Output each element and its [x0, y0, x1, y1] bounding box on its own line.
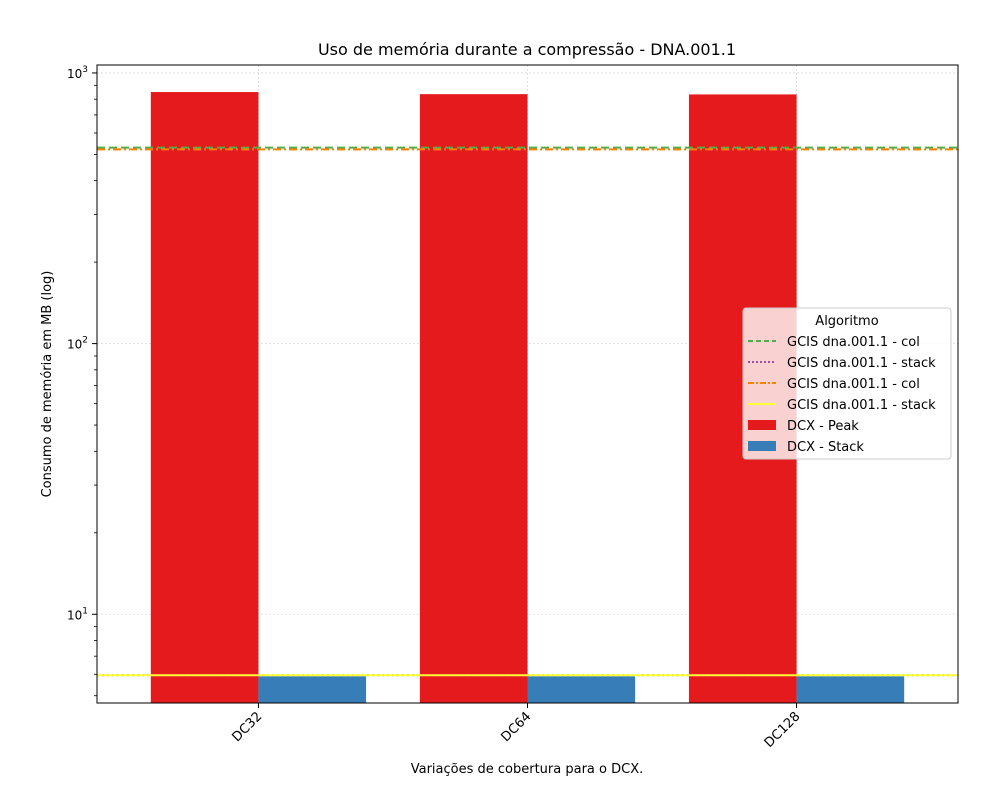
reference-lines-layer	[97, 146, 958, 677]
legend-label: GCIS dna.001.1 - stack	[787, 356, 936, 371]
legend-box	[742, 307, 952, 460]
legend: Algoritmo GCIS dna.001.1 - col GCIS dna.00…	[742, 307, 952, 460]
legend-label: DCX - Stack	[787, 440, 864, 455]
bar-dcx-peak-dc64	[419, 94, 528, 703]
x-axis-label: Variações de cobertura para o DCX.	[411, 762, 644, 777]
legend-label: DCX - Peak	[787, 419, 859, 434]
legend-bar-swatch	[748, 441, 776, 451]
bar-dcx-stack-dc128	[796, 676, 905, 703]
y-tick-label: 101	[67, 606, 88, 622]
legend-bar-swatch	[748, 420, 776, 430]
chart-title: Uso de memória durante a compressão - DN…	[318, 40, 736, 59]
legend-label: GCIS dna.001.1 - col	[787, 335, 920, 350]
y-tick-label: 102	[67, 336, 88, 352]
legend-label: GCIS dna.001.1 - stack	[787, 398, 936, 413]
legend-label: GCIS dna.001.1 - col	[787, 377, 920, 392]
y-axis-label: Consumo de memória em MB (log)	[40, 271, 55, 498]
legend-title: Algoritmo	[815, 314, 878, 329]
bar-dcx-stack-dc64	[527, 676, 636, 703]
bar-dcx-peak-dc32	[150, 92, 259, 703]
y-tick-label: 103	[67, 65, 88, 81]
bar-dcx-stack-dc32	[258, 676, 367, 703]
